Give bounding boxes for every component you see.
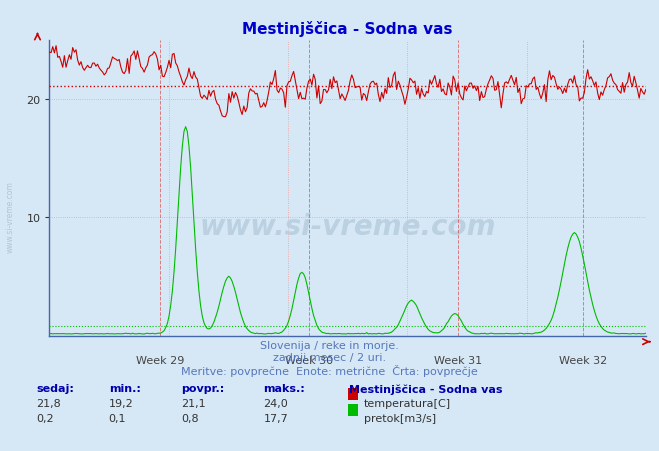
- Title: Mestinjščica - Sodna vas: Mestinjščica - Sodna vas: [243, 21, 453, 37]
- Text: Week 30: Week 30: [285, 355, 333, 365]
- Text: Mestinjščica - Sodna vas: Mestinjščica - Sodna vas: [349, 383, 503, 394]
- Text: povpr.:: povpr.:: [181, 383, 225, 393]
- Text: 0,2: 0,2: [36, 414, 54, 423]
- Text: Week 32: Week 32: [559, 355, 608, 365]
- Text: 0,8: 0,8: [181, 414, 199, 423]
- Text: pretok[m3/s]: pretok[m3/s]: [364, 414, 436, 423]
- Text: Week 29: Week 29: [136, 355, 184, 365]
- Text: Meritve: povprečne  Enote: metrične  Črta: povprečje: Meritve: povprečne Enote: metrične Črta:…: [181, 364, 478, 377]
- Text: 21,8: 21,8: [36, 398, 61, 408]
- Text: 21,1: 21,1: [181, 398, 206, 408]
- Text: 19,2: 19,2: [109, 398, 134, 408]
- Text: Week 31: Week 31: [434, 355, 482, 365]
- Text: www.si-vreme.com: www.si-vreme.com: [200, 213, 496, 241]
- Text: 17,7: 17,7: [264, 414, 289, 423]
- Text: sedaj:: sedaj:: [36, 383, 74, 393]
- Text: 24,0: 24,0: [264, 398, 289, 408]
- Text: zadnji mesec / 2 uri.: zadnji mesec / 2 uri.: [273, 353, 386, 363]
- Text: www.si-vreme.com: www.si-vreme.com: [5, 180, 14, 253]
- Text: temperatura[C]: temperatura[C]: [364, 398, 451, 408]
- Text: maks.:: maks.:: [264, 383, 305, 393]
- Text: min.:: min.:: [109, 383, 140, 393]
- Text: Slovenija / reke in morje.: Slovenija / reke in morje.: [260, 341, 399, 350]
- Text: 0,1: 0,1: [109, 414, 127, 423]
